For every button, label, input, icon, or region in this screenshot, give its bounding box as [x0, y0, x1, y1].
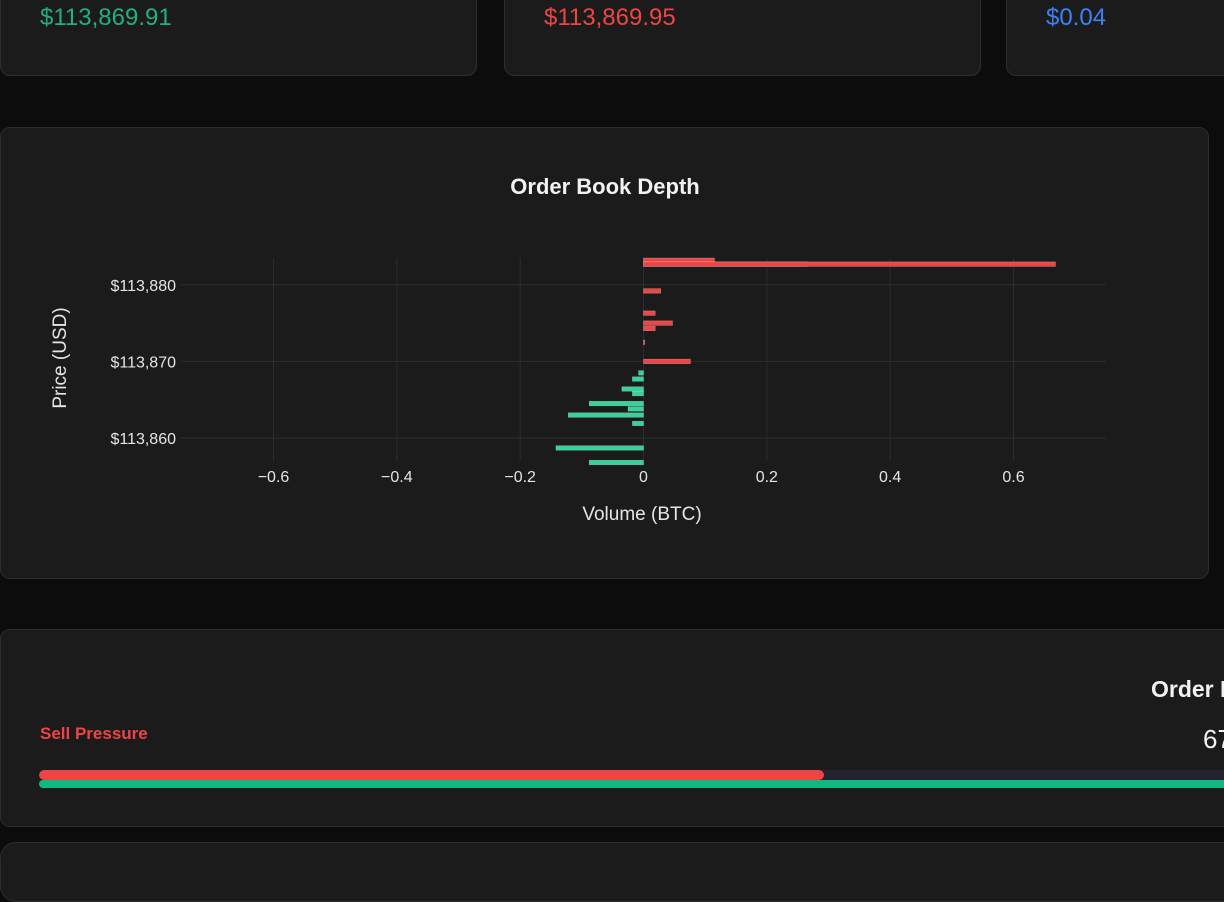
- order-imbalance-card: Order I 67 Sell Pressure: [0, 629, 1224, 827]
- ask-depth-bar[interactable]: [643, 320, 673, 326]
- ask-depth-bar[interactable]: [643, 339, 646, 345]
- best-bid-card: $113,869.91: [0, 0, 477, 76]
- x-tick-label: −0.6: [258, 469, 290, 486]
- best-ask-value: $113,869.95: [544, 4, 676, 31]
- bid-depth-bar[interactable]: [632, 391, 644, 397]
- x-tick-label: 0: [639, 469, 648, 486]
- bid-depth-bar[interactable]: [567, 412, 644, 418]
- ask-depth-bar[interactable]: [643, 288, 662, 294]
- x-tick-label: 0.6: [1002, 469, 1024, 486]
- x-tick-label: 0.2: [756, 469, 778, 486]
- best-bid-value: $113,869.91: [40, 4, 172, 31]
- bid-depth-bar[interactable]: [627, 406, 644, 412]
- sell-pressure-label: Sell Pressure: [40, 724, 148, 743]
- bid-depth-bar[interactable]: [588, 459, 644, 466]
- bid-depth-bar[interactable]: [632, 376, 644, 382]
- spread-value: $0.04: [1046, 4, 1107, 31]
- bid-depth-bar[interactable]: [638, 370, 644, 376]
- bid-depth-bar[interactable]: [621, 386, 644, 392]
- ask-depth-bar[interactable]: [643, 310, 656, 316]
- ask-depth-bar[interactable]: [643, 261, 1056, 267]
- order-book-depth-card: Order Book Depth −0.6 −0.4 −0.2 0 0.2 0.4 0.6 $…: [0, 127, 1209, 579]
- bid-depth-bar[interactable]: [555, 445, 644, 451]
- x-tick-label: −0.2: [504, 469, 536, 486]
- ask-depth-bar[interactable]: [643, 325, 656, 332]
- ask-depth-bar[interactable]: [643, 358, 691, 364]
- order-imbalance-title: Order I: [1151, 676, 1224, 702]
- buy-pressure-bar: [39, 780, 1224, 788]
- order-book-depth-chart: Order Book Depth −0.6 −0.4 −0.2 0 0.2 0.4 0.6 $…: [50, 174, 1106, 525]
- x-axis-label: Volume (BTC): [582, 504, 701, 525]
- y-axis-label: Price (USD): [50, 307, 71, 408]
- next-panel-card: [0, 842, 1224, 902]
- sell-pressure-track: [39, 770, 1224, 780]
- sell-pressure-fill: [39, 770, 824, 780]
- bid-depth-bar[interactable]: [588, 400, 644, 407]
- x-tick-label: 0.4: [879, 469, 901, 486]
- spread-card: $0.04: [1006, 0, 1224, 76]
- y-tick-label: $113,870: [110, 354, 176, 371]
- x-tick-label: −0.4: [381, 469, 413, 486]
- order-imbalance-value: 67: [1203, 724, 1224, 754]
- y-tick-label: $113,860: [110, 431, 176, 448]
- y-tick-label: $113,880: [110, 278, 176, 295]
- bid-depth-bar[interactable]: [632, 420, 644, 427]
- chart-title: Order Book Depth: [510, 174, 699, 199]
- best-ask-card: $113,869.95: [504, 0, 981, 76]
